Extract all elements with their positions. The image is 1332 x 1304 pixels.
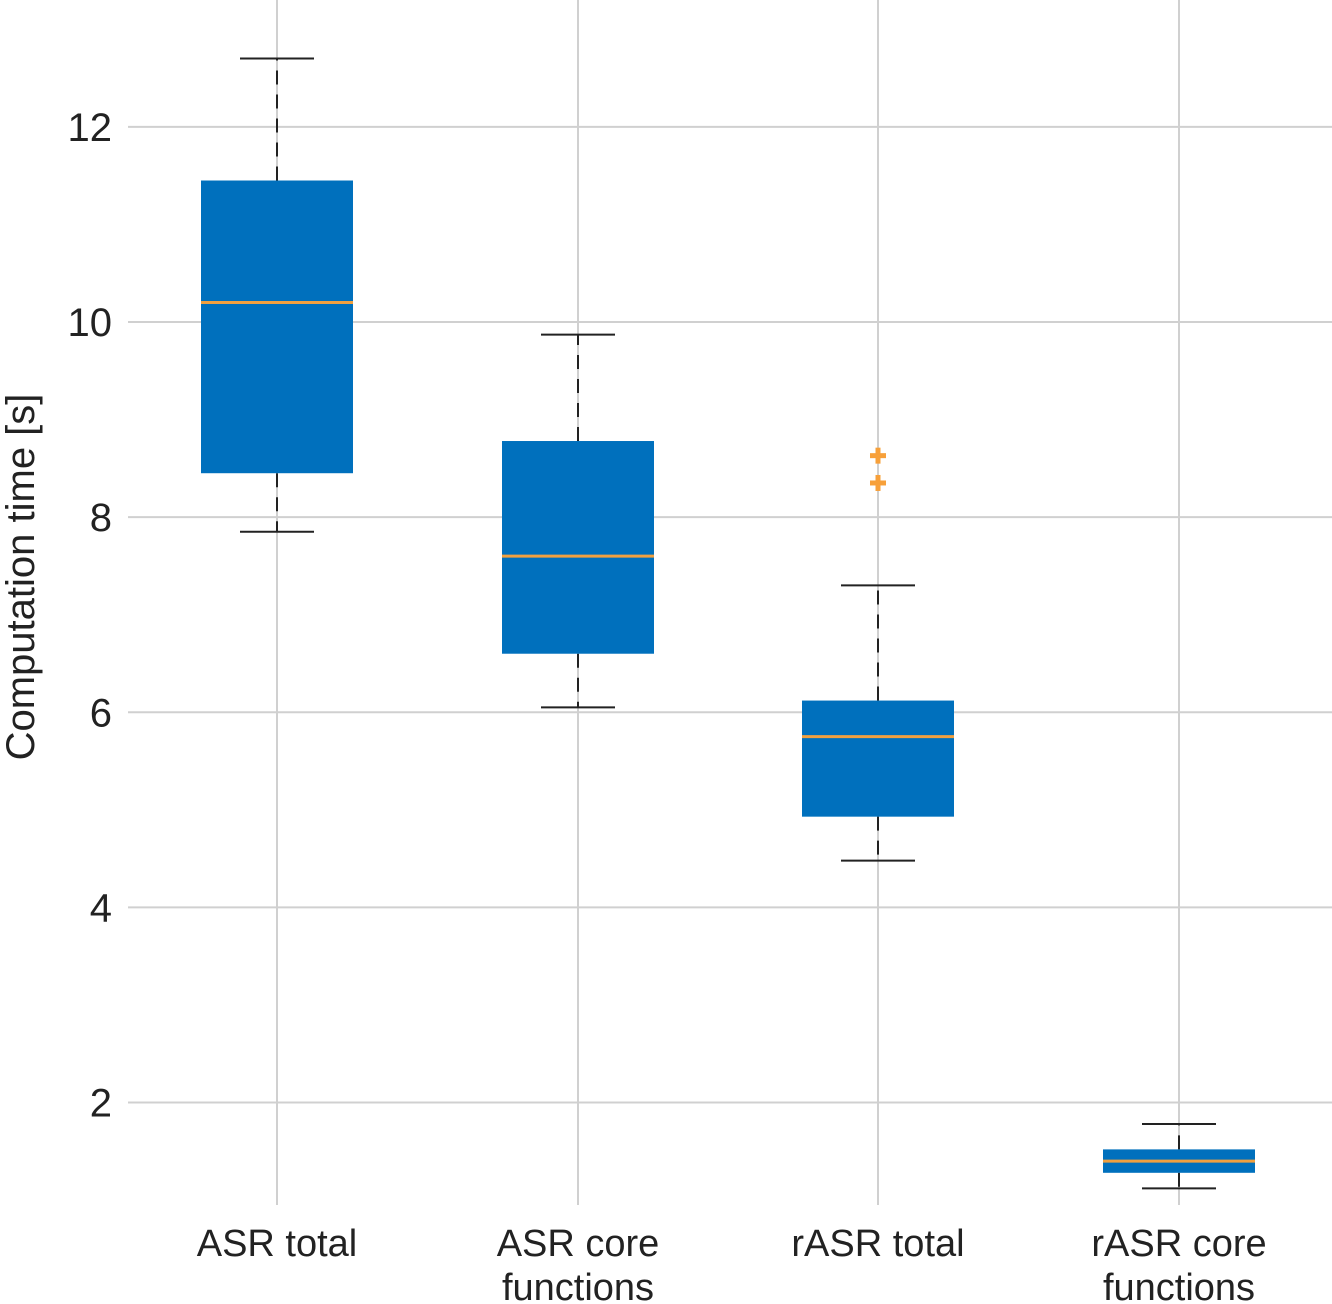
box-group: [802, 447, 954, 862]
y-tick-label: 10: [68, 301, 113, 345]
x-category-label: ASR total: [197, 1223, 358, 1265]
box-iqr: [802, 700, 954, 817]
y-tick-label: 8: [90, 496, 112, 540]
x-category-label: rASR core functions: [1091, 1223, 1266, 1304]
x-category-label-line: functions: [502, 1267, 654, 1304]
x-category-label-line: ASR total: [197, 1223, 358, 1265]
y-tick-label: 12: [68, 106, 113, 150]
box-iqr: [201, 180, 353, 474]
box-group: [502, 333, 654, 709]
x-category-label-line: ASR core: [497, 1223, 660, 1265]
box-iqr: [502, 441, 654, 654]
boxes: [201, 57, 1255, 1190]
box-group: [1103, 1123, 1255, 1190]
x-category-label-line: functions: [1103, 1267, 1255, 1304]
y-tick-label: 6: [90, 691, 112, 735]
outlier-marker: [870, 474, 886, 491]
outlier-marker: [870, 447, 886, 464]
box-group: [201, 57, 353, 533]
x-category-label: rASR total: [791, 1223, 964, 1265]
y-tick-label: 2: [90, 1082, 112, 1126]
y-axis-title: Computation time [s]: [0, 394, 43, 761]
x-category-label: ASR core functions: [497, 1223, 660, 1304]
x-category-label-line: rASR total: [791, 1223, 964, 1265]
y-tick-label: 4: [90, 886, 112, 930]
x-category-label-line: rASR core: [1091, 1223, 1266, 1265]
y-axis-tick-labels: 2 4 6 8 10 12: [68, 106, 113, 1126]
